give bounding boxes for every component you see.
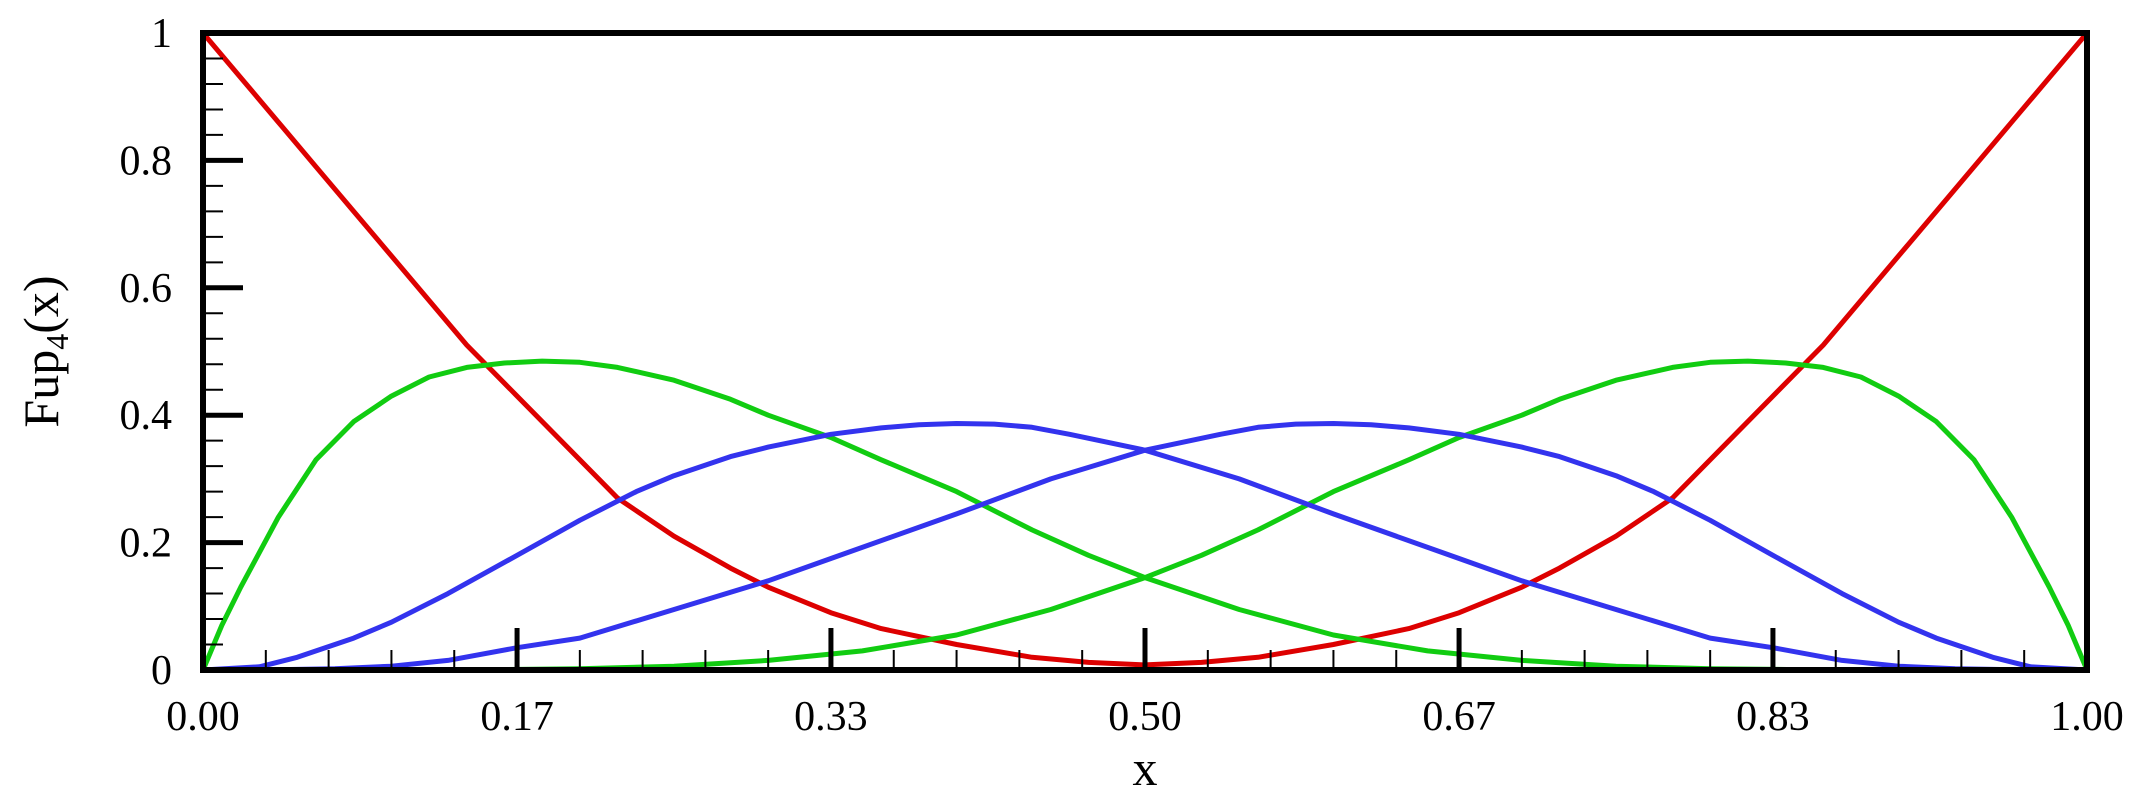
y-axis-title-subscript: 4 — [39, 334, 75, 350]
x-tick-label-1: 0.17 — [480, 694, 554, 740]
plot-frame — [200, 30, 2090, 673]
series-layer — [200, 30, 2090, 673]
series-line-3 — [200, 358, 2090, 673]
x-axis-title: x — [1133, 740, 1158, 796]
series-line-6 — [200, 421, 2090, 673]
series-line-2 — [1142, 30, 2090, 668]
y-tick-label-4: 0.8 — [120, 138, 173, 184]
x-tick-label-5: 0.83 — [1736, 694, 1810, 740]
x-tick-label-3: 0.50 — [1108, 694, 1182, 740]
series-line-4 — [200, 358, 2090, 673]
series-line-1 — [200, 30, 1148, 668]
x-tick-label-4: 0.67 — [1422, 694, 1496, 740]
label-layer: 0.00 0.17 0.33 0.50 0.67 0.83 1.00 0 0.2 0.4 0.6 0.… — [120, 11, 2124, 740]
series-line-5 — [200, 421, 2090, 673]
y-tick-label-5: 1 — [151, 11, 172, 57]
y-axis-title-tail: (x) — [13, 275, 69, 333]
x-tick-label-2: 0.33 — [794, 694, 868, 740]
y-axis-title-main: Fup — [13, 350, 69, 428]
y-tick-label-2: 0.4 — [120, 393, 173, 439]
x-tick-label-0: 0.00 — [166, 694, 240, 740]
y-tick-label-1: 0.2 — [120, 521, 173, 567]
x-tick-label-6: 1.00 — [2050, 694, 2124, 740]
y-axis-title: Fup4(x) — [13, 275, 75, 427]
y-tick-label-0: 0 — [151, 648, 172, 694]
y-tick-label-3: 0.6 — [120, 266, 173, 312]
